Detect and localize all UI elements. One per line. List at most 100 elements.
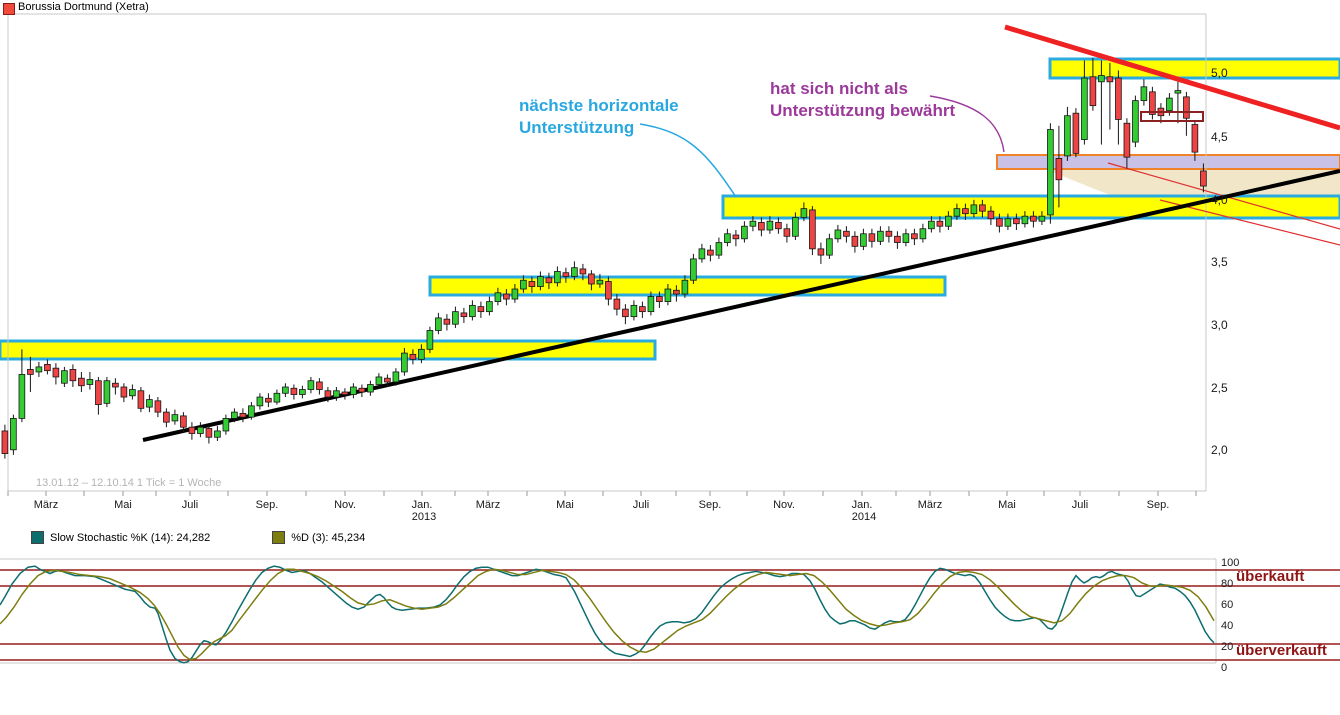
candle-body [426,330,434,350]
candle-body [452,311,459,325]
candle-body [265,397,272,403]
stoch-tick-label: 80 [1221,578,1234,590]
candle-body [545,277,553,284]
consolidation-box [1140,111,1204,122]
candle-body [129,389,136,397]
candle-body [375,376,383,385]
candle-body [979,204,986,212]
candle-body [409,353,417,360]
month-label: März [33,499,59,511]
stoch-tick-label: 0 [1221,662,1228,674]
month-label: März [475,499,501,511]
minor-downtrend-line [1159,199,1340,246]
annotation-failed-support-line2: Unterstützung bewährt [770,101,956,120]
candle-body [945,215,952,227]
candle-body [52,367,60,378]
candle-body [333,390,340,398]
candle-body [1098,75,1105,83]
candle-body [919,228,927,240]
candle-body [1013,218,1020,225]
candle-body [307,380,315,390]
candle-body [1200,170,1207,187]
stoch-tick-label: 20 [1221,641,1234,653]
candle-body [664,288,672,302]
candle-body [579,268,587,275]
annotation-next-support-line2: Unterstützung [519,118,635,137]
candle-body [707,249,714,256]
overbought-label: überkauft [1236,568,1305,585]
candle-body [860,233,867,247]
candle-body [1149,91,1156,115]
stoch-tick-label: 60 [1221,599,1234,611]
candle-body [222,417,230,432]
candle-body [324,390,332,398]
month-label: Mai [114,499,132,511]
candle-body [27,369,34,375]
candle-body [358,387,366,393]
candle-body [528,281,536,287]
stoch-d-label: %D (3): 45,234 [291,531,366,544]
candle-body [647,296,655,313]
candle-body [299,389,306,395]
annotation-failed-support-line1: hat sich nicht als [770,79,908,98]
candle-body [511,288,519,300]
candle-body [1191,124,1199,153]
candle-body [1038,215,1046,222]
stoch-k-swatch [31,531,44,544]
candle-body [673,289,680,295]
candle-body [843,230,850,237]
candle-body [95,380,102,405]
candle-body [35,366,43,373]
downtrend-line [1004,24,1340,131]
candle-body [120,386,128,398]
candle-body [1072,112,1080,154]
candle-body [171,414,179,422]
candle-body [1047,129,1054,216]
candle-body [341,391,349,395]
stoch-d-line [0,568,1215,661]
candle-body [316,381,323,390]
instrument-icon [3,3,15,15]
candle-body [928,220,935,230]
candle-body [851,235,859,247]
candle-body [698,248,706,260]
price-tick-label: 3,0 [1211,318,1228,332]
candle-body [460,312,468,318]
price-tick-label: 4,5 [1211,130,1228,144]
candle-body [137,390,145,409]
candle-body [44,363,51,372]
candle-body [800,208,808,218]
candle-body [10,417,17,451]
candle-body [350,386,357,395]
candle-body [596,279,604,285]
candle-body [715,242,723,256]
candle-body [494,292,502,302]
candle-body [690,258,697,281]
candle-body [613,298,621,310]
candle-body [282,386,289,394]
price-tick-label: 3,5 [1211,255,1228,269]
stoch-k-line [0,565,1215,664]
oversold-label: überverkauft [1236,642,1327,659]
candle-body [112,382,119,388]
candle-body [477,306,485,313]
month-label: Jan. [411,499,433,511]
candle-body [401,352,408,373]
stoch-tick-label: 100 [1221,557,1240,569]
candle-body [953,208,961,217]
candle-body [639,306,646,313]
support-zone-4 [1048,57,1340,80]
month-label: Juli [1071,499,1089,511]
candle-body [1123,122,1131,158]
stoch-legend: Slow Stochastic %K (14): 24,282 %D (3): … [31,531,365,544]
year-label: 2014 [851,511,877,523]
candle-body [732,234,740,240]
candle-body [443,318,451,325]
candle-body [86,379,94,385]
candle-body [775,222,782,230]
candle-body [792,217,799,237]
next-support-pointer [639,123,737,198]
candle-body [231,411,238,419]
